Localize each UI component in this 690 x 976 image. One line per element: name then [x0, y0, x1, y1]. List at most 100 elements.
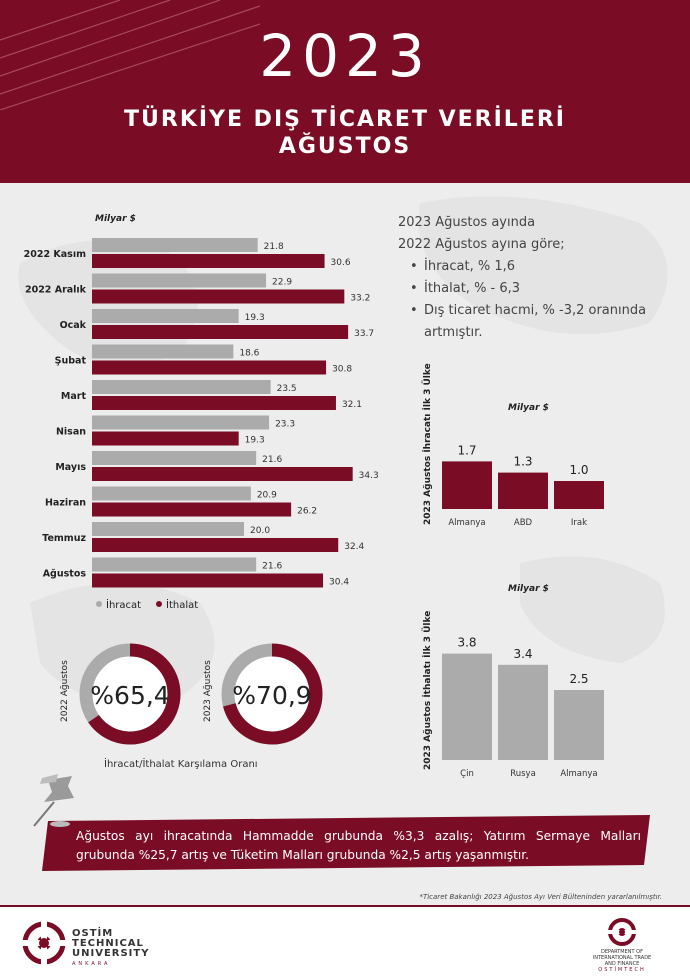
- country-label: Almanya: [448, 518, 485, 528]
- footer: OSTİM TECHNICAL UNIVERSITY ANKARA DEPART…: [0, 905, 690, 976]
- import-top3-side-label: 2023 Ağustos İthalatı İlk 3 Ülke: [423, 610, 433, 770]
- bar-value-label: 19.3: [245, 436, 265, 446]
- export-bar: [92, 486, 251, 501]
- bar-value-label: 21.8: [264, 242, 284, 252]
- ostim-logo-line: TECHNICAL: [72, 938, 144, 949]
- department-logo-icon: [606, 918, 638, 946]
- summary-bullet: İthalat, % - 6,3: [410, 278, 673, 300]
- export-bar: [92, 309, 239, 323]
- department-logo-line: INTERNATIONAL TRADE: [592, 955, 652, 961]
- bar-value-label: 33.2: [350, 294, 370, 304]
- header-banner: 2023 TÜRKİYE DIŞ TİCARET VERİLERİ AĞUSTO…: [0, 0, 690, 183]
- bar-value-label: 30.4: [329, 578, 349, 588]
- decorative-stripes: [0, 0, 260, 110]
- import-bar: [92, 360, 327, 375]
- summary-line-2: 2022 Ağustos ayına göre;: [398, 237, 565, 252]
- department-logo-line: AND FINANCE: [604, 961, 640, 967]
- country-bar-value: 1.3: [513, 455, 532, 469]
- category-label: Mart: [61, 391, 87, 402]
- department-logo-line: DEPARTMENT OF: [601, 949, 643, 955]
- country-label: Almanya: [560, 769, 597, 779]
- export-bar: [92, 522, 244, 536]
- donut-value: %65,4: [90, 681, 169, 710]
- category-label: Şubat: [55, 356, 87, 367]
- bar-value-label: 19.3: [245, 313, 265, 323]
- export-bar: [92, 344, 234, 359]
- import-bar: [92, 289, 345, 304]
- export-bar: [92, 238, 258, 252]
- country-bar: [498, 664, 548, 760]
- country-bar-value: 1.7: [457, 443, 476, 457]
- import-bar: [92, 538, 339, 552]
- legend-label: İhracat: [106, 598, 141, 611]
- category-label: Haziran: [45, 498, 86, 509]
- report-year: 2023: [259, 22, 431, 90]
- donut-center: [228, 650, 316, 738]
- import-bar: [92, 502, 292, 517]
- country-bar: [498, 472, 548, 509]
- summary-bullet: Dış ticaret hacmi, % -3,2 oranında artmı…: [410, 300, 673, 344]
- bar-value-label: 20.9: [257, 491, 277, 501]
- legend-marker: [96, 601, 102, 607]
- bar-value-label: 18.6: [239, 349, 259, 359]
- donut-arc: [221, 643, 323, 745]
- note-banner: [42, 815, 650, 871]
- donut-center: [86, 650, 174, 738]
- ostim-logo-sub: ANKARA: [72, 961, 111, 967]
- export-top3-unit: Milyar $: [508, 403, 549, 413]
- donut-caption: İhracat/İthalat Karşılama Oranı: [104, 759, 258, 770]
- donut-arc: [79, 643, 181, 745]
- category-label: 2022 Aralık: [25, 285, 87, 296]
- summary-text: 2023 Ağustos ayında 2022 Ağustos ayına g…: [398, 212, 673, 344]
- summary-line-1: 2023 Ağustos ayında: [398, 215, 536, 230]
- country-bar: [554, 690, 604, 760]
- ostim-logo-text: OSTİM TECHNICAL UNIVERSITY ANKARA: [72, 929, 149, 969]
- import-top3-chart: 3.8 Çin 3.4 Rusya 2.5 Almanya: [442, 636, 604, 779]
- export-bar: [92, 380, 271, 394]
- bar-value-label: 32.1: [342, 400, 362, 410]
- category-label: Ocak: [60, 320, 87, 331]
- pushpin-icon: [33, 774, 74, 827]
- country-label: Rusya: [510, 769, 536, 779]
- bar-value-label: 26.2: [297, 507, 317, 517]
- donut-1-label: 2022 Ağustos: [60, 660, 70, 722]
- bar-value-label: 23.5: [277, 384, 297, 394]
- country-bar: [442, 653, 492, 760]
- footnote: *Ticaret Bakanlığı 2023 Ağustos Ayı Veri…: [419, 893, 662, 901]
- country-bar: [554, 481, 604, 509]
- summary-bullet: İhracat, % 1,6: [410, 256, 673, 278]
- donut-2-label: 2023 Ağustos: [203, 660, 213, 722]
- country-bar-value: 2.5: [569, 672, 588, 686]
- bar-value-label: 21.6: [262, 562, 282, 572]
- report-title: TÜRKİYE DIŞ TİCARET VERİLERİ AĞUSTOS: [0, 106, 690, 160]
- country-bar: [442, 461, 492, 509]
- country-bar-value: 1.0: [569, 463, 588, 477]
- bar-value-label: 30.8: [332, 365, 352, 375]
- country-bar-value: 3.8: [457, 636, 476, 650]
- import-bar: [92, 396, 336, 410]
- export-bar: [92, 273, 267, 288]
- bar-value-label: 21.6: [262, 455, 282, 465]
- monthly-trade-bar-chart: 2022 Kasım 21.8 30.6 2022 Aralık 22.9 33.2 Oca…: [24, 238, 379, 611]
- department-logo-sub: OSTİMTECH: [598, 967, 646, 973]
- import-bar: [92, 467, 353, 481]
- country-bar-value: 3.4: [513, 647, 532, 661]
- legend-label: İthalat: [166, 598, 198, 611]
- ostim-logo-icon: [22, 921, 66, 965]
- import-bar: [92, 573, 324, 588]
- country-label: ABD: [514, 518, 533, 528]
- bar-value-label: 20.0: [250, 526, 270, 536]
- category-label: Nisan: [56, 427, 86, 438]
- donut-value: %70,9: [232, 681, 311, 710]
- export-bar: [92, 415, 270, 430]
- bar-value-label: 32.4: [344, 542, 364, 552]
- donut-2022: %65,4: [79, 643, 181, 745]
- import-bar: [92, 254, 325, 268]
- summary-bullets: İhracat, % 1,6 İthalat, % - 6,3 Dış tica…: [410, 256, 673, 344]
- department-logo-text: DEPARTMENT OF INTERNATIONAL TRADE AND FI…: [580, 949, 664, 973]
- title-line-2: AĞUSTOS: [278, 134, 412, 159]
- export-bar: [92, 451, 257, 465]
- legend-marker: [156, 601, 162, 607]
- bar-value-label: 34.3: [359, 471, 379, 481]
- banner-text: Ağustos ayı ihracatında Hammadde grubund…: [76, 829, 641, 862]
